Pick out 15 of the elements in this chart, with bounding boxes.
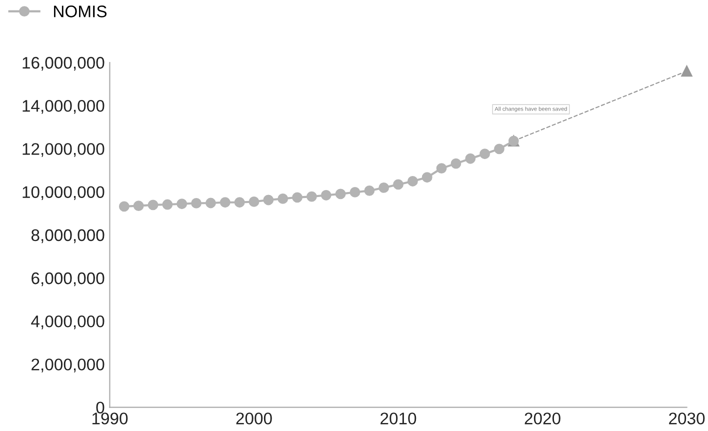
legend-label: NOMIS xyxy=(54,6,107,18)
x-tick-label: 2000 xyxy=(236,412,272,424)
y-tick-label: 16,000,000 xyxy=(22,56,104,71)
y-tick-label: 10,000,000 xyxy=(22,186,104,200)
y-tick-label: 2,000,000 xyxy=(32,358,104,372)
y-tick-label: 4,000,000 xyxy=(31,315,104,330)
y-tick-label: 12,000,000 xyxy=(22,143,104,157)
x-tick-label: 2030 xyxy=(669,412,705,424)
x-tick-label: 2020 xyxy=(524,412,560,424)
y-tick-label: 8,000,000 xyxy=(31,229,104,244)
y-tick-label: 0 xyxy=(96,402,104,414)
x-tick-label: 2010 xyxy=(380,412,416,424)
y-tick-label: 14,000,000 xyxy=(22,100,104,114)
y-tick-label: 6,000,000 xyxy=(32,272,104,286)
x-tick-label: 1990 xyxy=(92,412,128,424)
